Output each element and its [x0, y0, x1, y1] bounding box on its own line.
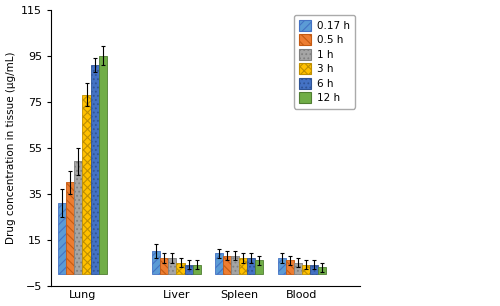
Bar: [294, 263, 302, 274]
Bar: [58, 203, 66, 274]
Bar: [231, 256, 239, 274]
Bar: [168, 258, 176, 274]
Bar: [98, 56, 106, 274]
Bar: [318, 267, 326, 274]
Bar: [302, 265, 310, 274]
Bar: [247, 258, 256, 274]
Bar: [160, 258, 168, 274]
Bar: [239, 258, 247, 274]
Legend: 0.17 h, 0.5 h, 1 h, 3 h, 6 h, 12 h: 0.17 h, 0.5 h, 1 h, 3 h, 6 h, 12 h: [294, 15, 355, 109]
Bar: [176, 263, 184, 274]
Bar: [82, 95, 90, 274]
Bar: [184, 265, 192, 274]
Bar: [310, 265, 318, 274]
Y-axis label: Drug concentration in tissue (μg/mL): Drug concentration in tissue (μg/mL): [6, 51, 16, 244]
Bar: [278, 258, 285, 274]
Bar: [152, 251, 160, 274]
Bar: [74, 161, 82, 274]
Bar: [90, 65, 98, 274]
Bar: [66, 182, 74, 274]
Bar: [223, 256, 231, 274]
Bar: [215, 253, 223, 274]
Bar: [192, 265, 200, 274]
Bar: [256, 260, 264, 274]
Bar: [286, 260, 294, 274]
